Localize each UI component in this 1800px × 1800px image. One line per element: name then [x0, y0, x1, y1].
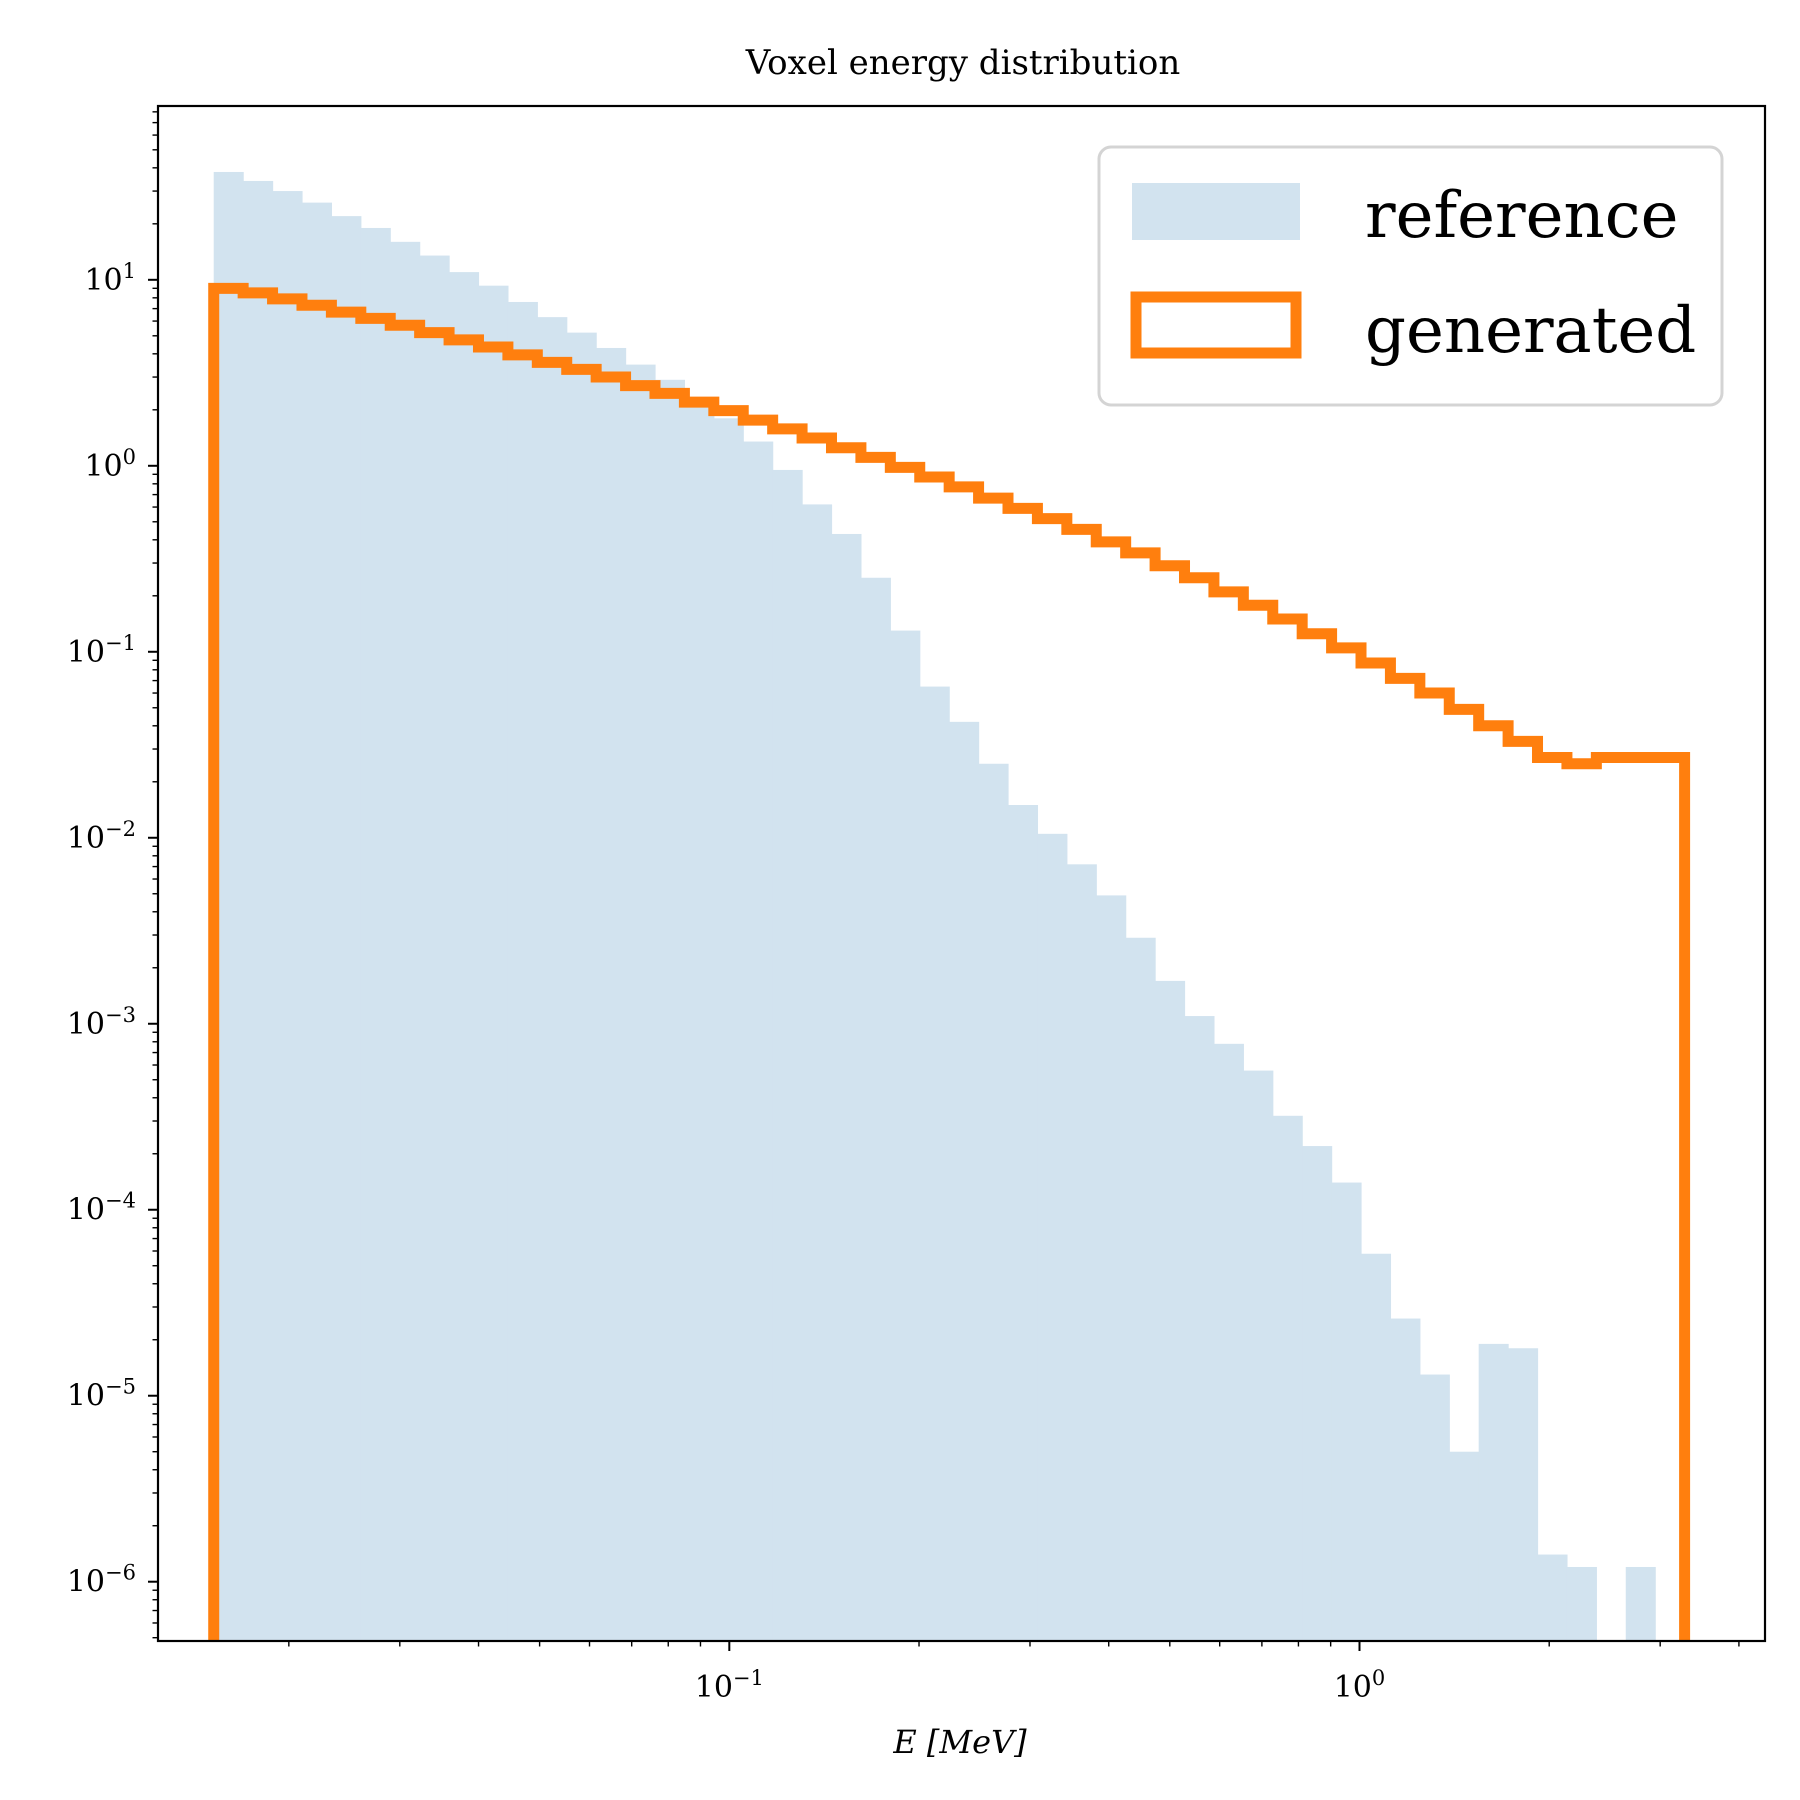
series-generated-step [208, 282, 1691, 1641]
legend: reference generated [1097, 145, 1724, 407]
reference-bar [772, 469, 803, 1641]
x-tick-label: 10−1 [695, 1666, 764, 1705]
reference-bar [1508, 1348, 1539, 1641]
axes: 101 100 10−1 10−2 10−3 10−4 10−5 10−6 10−1 100 [67, 104, 1767, 1705]
reference-bar [919, 686, 950, 1641]
x-tick-label: 100 [1334, 1666, 1386, 1705]
legend-label-reference: reference [1365, 179, 1678, 253]
reference-bar [390, 241, 421, 1641]
reference-bar [243, 180, 274, 1641]
reference-bar [1213, 1043, 1244, 1641]
reference-bar [684, 398, 715, 1641]
reference-bar [1419, 1374, 1450, 1641]
reference-bar [1390, 1318, 1421, 1641]
y-tick-label: 10−4 [67, 1189, 136, 1228]
reference-bar [1096, 895, 1127, 1641]
reference-bar [1478, 1343, 1509, 1641]
reference-bar [625, 364, 656, 1641]
reference-bar [949, 721, 980, 1641]
plot-area [208, 171, 1691, 1641]
reference-bar [1037, 833, 1068, 1641]
legend-label-generated: generated [1365, 294, 1696, 368]
reference-bar [654, 379, 686, 1641]
y-tick-label: 100 [84, 445, 136, 484]
reference-bar [1125, 937, 1156, 1641]
y-tick-label: 10−3 [67, 1003, 136, 1042]
reference-bar [1331, 1182, 1362, 1641]
chart-title: Voxel energy distribution [745, 43, 1181, 83]
reference-bar [1302, 1146, 1333, 1641]
reference-bar [1272, 1115, 1303, 1641]
reference-bar [1243, 1070, 1274, 1641]
reference-bar [1566, 1566, 1597, 1641]
x-axis-label: E [MeV] [892, 1723, 1027, 1761]
reference-bar [331, 216, 362, 1641]
y-tick-label: 10−6 [67, 1561, 136, 1600]
reference-bar [1007, 805, 1039, 1641]
legend-swatch-generated [1130, 291, 1302, 359]
reference-bar [272, 191, 303, 1641]
reference-bar [1537, 1554, 1568, 1641]
reference-bar [1184, 1016, 1215, 1641]
plot-frame [156, 104, 1767, 1643]
reference-bar [301, 202, 332, 1641]
reference-bar [713, 418, 744, 1641]
reference-bar [566, 332, 597, 1641]
reference-bar [1361, 1253, 1392, 1641]
reference-bar [360, 227, 391, 1641]
legend-swatch-reference [1132, 183, 1300, 240]
reference-bar [860, 577, 891, 1641]
reference-bar [743, 441, 774, 1641]
reference-bar [1449, 1451, 1480, 1641]
reference-bar [831, 533, 862, 1641]
reference-bar [978, 763, 1009, 1641]
reference-bar [596, 347, 627, 1641]
y-tick-label: 10−5 [67, 1375, 136, 1414]
reference-bar [478, 285, 509, 1641]
reference-bar [1066, 864, 1097, 1641]
reference-bar [507, 301, 538, 1641]
reference-bar [890, 630, 921, 1641]
reference-bar [1155, 980, 1186, 1641]
y-tick-label: 10−2 [67, 817, 136, 856]
y-tick-label: 10−1 [67, 631, 136, 670]
series-reference [213, 171, 1656, 1641]
reference-bar [449, 272, 480, 1641]
y-tick-label: 101 [84, 259, 136, 298]
reference-bar [802, 504, 833, 1641]
reference-bar [419, 255, 450, 1641]
reference-bar [1625, 1566, 1656, 1641]
reference-bar [537, 317, 568, 1641]
